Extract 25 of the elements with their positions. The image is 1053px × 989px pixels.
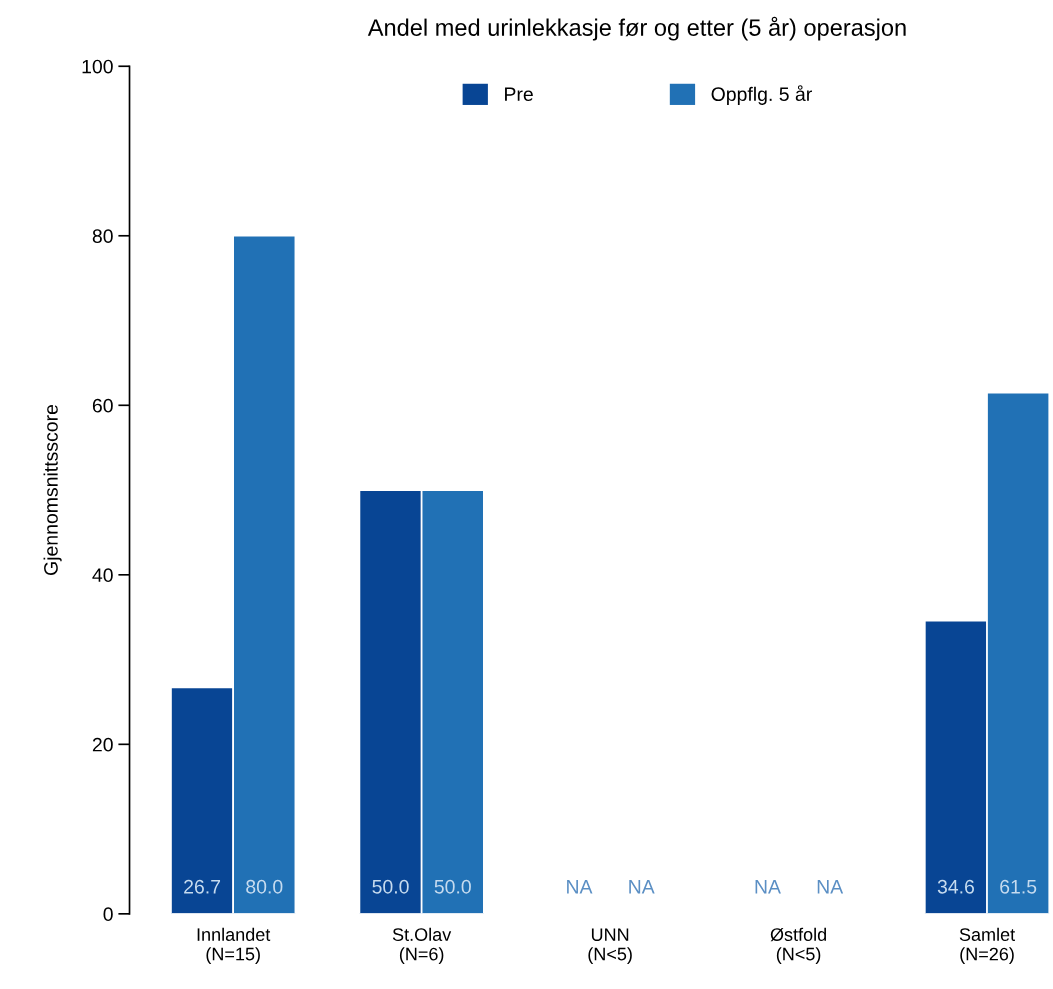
text: NA [755, 880, 781, 894]
text: NA [817, 880, 844, 894]
y-tick-label: 80 [92, 229, 113, 244]
data-label: 61.5 [1000, 879, 1037, 894]
data-label: 26.7 [184, 879, 221, 894]
x-tick-label: Østfold (N<5) [770, 927, 827, 964]
x-tick-label: Innlandet (N=15) [197, 927, 271, 964]
chart-title: Andel med urinlekkasje før og etter (5 år) operasjon [367, 16, 906, 41]
y-tick-label: 100 [82, 59, 113, 74]
legend-label: Pre [505, 87, 533, 102]
text: NA [567, 880, 593, 894]
data-label: 50.0 [372, 879, 409, 894]
data-label: 50.0 [434, 879, 471, 894]
y-tick-label: 0 [103, 907, 113, 922]
data-label: 34.6 [937, 879, 975, 894]
legend-label: Oppflg. 5 år [711, 85, 812, 105]
y-tick-label: 40 [92, 568, 113, 583]
y-axis-title: Gjennomsnittsscore [43, 404, 62, 575]
y-tick-label: 60 [92, 398, 113, 413]
y-tick-label: 20 [92, 737, 113, 752]
text: NA [629, 880, 655, 894]
x-tick-label: UNN (N<5) [588, 928, 632, 964]
x-tick-label: Samlet (N=26) [959, 927, 1015, 964]
x-tick-label: St.Olav (N=6) [392, 927, 452, 964]
data-label: 80.0 [246, 879, 283, 894]
